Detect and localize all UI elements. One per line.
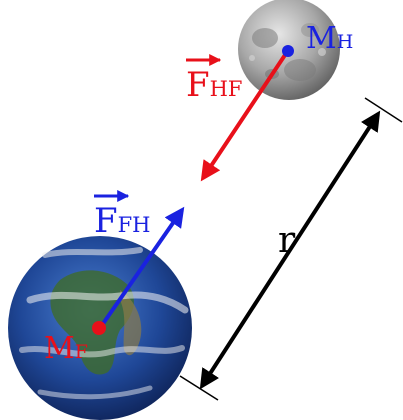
earth-mass-label: MF [44, 331, 88, 366]
distance-tick-bottom [179, 375, 219, 401]
force-arrow-fh [98, 206, 185, 330]
distance-indicator [179, 97, 403, 401]
force-label-hf: FHF [186, 65, 242, 105]
force-label-fh: FFH [94, 201, 150, 241]
distance-tick-top [364, 97, 403, 123]
distance-label: r [278, 220, 296, 261]
moon-center-point [282, 45, 294, 57]
force-arrow-hf [200, 50, 289, 182]
earth-center-point [92, 321, 106, 335]
distance-arrow [199, 110, 381, 390]
moon-mass-label: MH [306, 21, 353, 56]
